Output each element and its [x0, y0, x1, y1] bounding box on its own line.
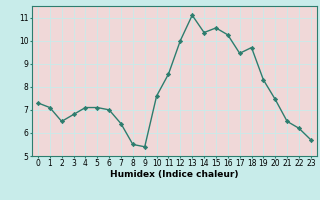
- X-axis label: Humidex (Indice chaleur): Humidex (Indice chaleur): [110, 170, 239, 179]
